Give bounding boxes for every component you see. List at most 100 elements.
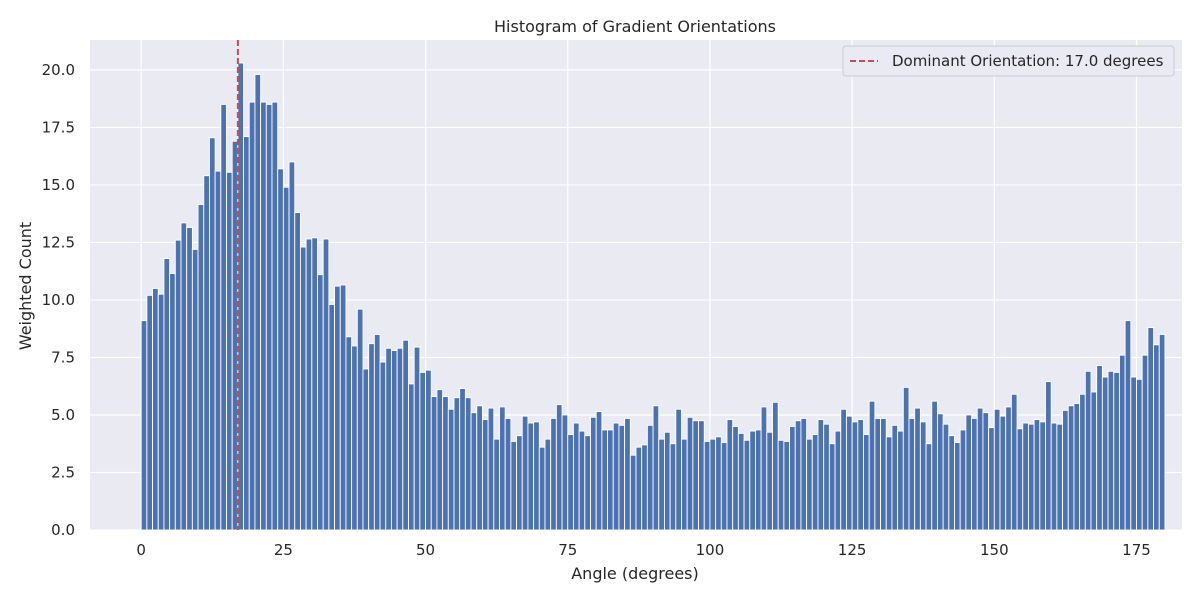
histogram-bar [897,430,904,531]
histogram-bar [334,285,341,531]
histogram-bar [180,222,188,531]
chart-title: Histogram of Gradient Orientations [494,17,776,36]
histogram-bar [1005,406,1012,531]
histogram-bar [675,408,682,531]
histogram-bar [1062,409,1069,531]
histogram-bar [874,417,882,531]
histogram-bar [1056,423,1064,531]
histogram-bar [385,347,392,531]
histogram-bar [624,417,631,531]
histogram-bar [607,429,614,531]
histogram-bar [390,350,398,531]
x-tick-label: 25 [274,541,293,559]
histogram-bar [811,434,819,531]
histogram-bar [487,407,495,531]
histogram-bar [612,422,620,531]
histogram-bar [754,429,762,531]
y-axis-ticks: 0.0 2.5 5.0 7.5 10.0 12.5 15.0 17.5 20.0 [42,61,75,539]
histogram-bar [345,336,353,531]
histogram-bar [1050,422,1058,531]
x-axis-ticks: 0 25 50 75 100 125 150 175 [136,541,1150,559]
histogram-bar [800,417,808,531]
histogram-bar [464,397,472,531]
histogram-bar [231,140,239,531]
histogram-bar [260,101,267,531]
histogram-bar [737,432,745,531]
legend-box [842,45,1175,77]
histogram-bar [453,397,461,531]
histogram-bar [908,417,916,531]
histogram-bar [823,423,830,531]
histogram-bar [1039,421,1046,531]
y-tick-label: 10.0 [42,291,75,309]
histogram-bar [1090,391,1098,531]
histogram-bar [538,446,546,531]
histogram-bar [265,103,273,531]
histogram-bar [351,345,358,531]
y-tick-label: 5.0 [51,406,75,424]
histogram-bar [703,440,711,531]
histogram-bar [408,383,415,531]
y-tick-label: 20.0 [42,61,75,79]
histogram-bar [863,434,870,531]
histogram-bar [567,434,574,531]
histogram-bar [174,239,182,531]
x-tick-label: 175 [1122,541,1151,559]
histogram-bar [794,420,802,531]
histogram-bar [373,334,381,531]
histogram-bar [442,396,449,531]
x-tick-label: 75 [558,541,577,559]
histogram-bar [214,170,222,531]
histogram-bar [152,288,159,531]
histogram-bar [248,101,256,531]
histogram-bar [288,161,296,531]
histogram-bar [760,406,768,531]
histogram-bar [1147,327,1155,531]
histogram-bar [203,175,210,531]
histogram-bar [965,414,973,531]
histogram-bar [732,426,739,531]
histogram-bar [317,274,324,531]
histogram-bar [743,439,751,531]
histogram-bar [146,294,154,531]
histogram-bar [1079,393,1086,531]
histogram-bar [533,421,540,531]
x-tick-label: 100 [696,541,725,559]
y-tick-label: 17.5 [42,118,75,136]
histogram-bar [1107,370,1115,531]
histogram-bar [277,168,284,531]
histogram-bar [226,171,233,531]
histogram-bar [919,421,927,531]
histogram-bar [783,440,791,531]
histogram-bar [550,417,557,531]
histogram-bar [618,424,626,531]
histogram-bar [356,308,364,531]
histogram-bar [197,204,205,531]
histogram-bar [1124,320,1132,531]
histogram-bar [1045,381,1052,531]
histogram-bar [1158,334,1166,531]
histogram-bar [191,248,199,531]
histogram-bar [163,258,171,531]
histogram-bar [1141,354,1149,531]
histogram-bar [510,440,518,531]
histogram-bar [504,417,512,531]
histogram-bar [1096,365,1103,531]
histogram-bar [305,238,313,531]
histogram-bar [720,442,728,531]
histogram-bar [902,386,910,531]
histogram-bar [1153,344,1160,531]
y-tick-label: 0.0 [51,521,75,539]
histogram-bar [663,431,671,531]
legend: Dominant Orientation: 17.0 degrees [842,45,1175,77]
histogram-bar [220,103,227,531]
histogram-bar [595,411,603,531]
histogram-bar [299,246,307,531]
histogram-bar [493,438,500,531]
y-tick-label: 15.0 [42,176,75,194]
x-axis-label: Angle (degrees) [571,564,699,583]
histogram-bar [1118,354,1126,531]
histogram-bar [942,423,950,531]
histogram-bar [590,416,597,531]
